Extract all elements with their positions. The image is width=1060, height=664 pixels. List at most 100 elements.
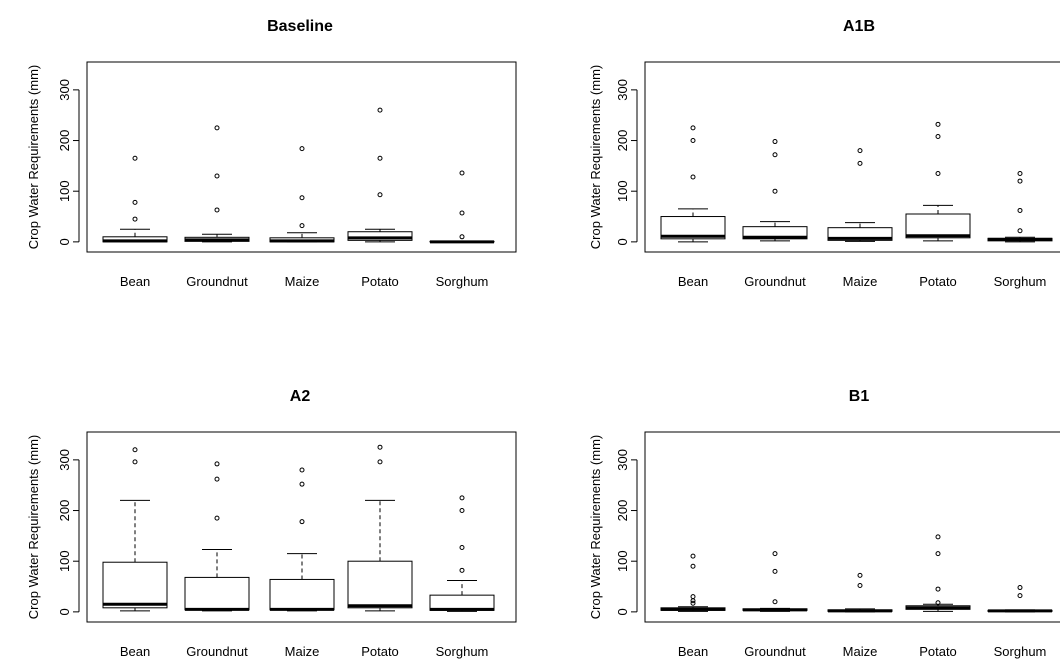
outlier-point [299,519,305,525]
panel-baseline: Baseline Crop Water Requirements (mm) 0 1… [26,18,517,289]
x-tick-label: Potato [919,274,957,289]
x-tick-label: Potato [919,644,957,659]
y-axis-label: Crop Water Requirements (mm) [588,65,603,249]
outlier-point [299,481,305,487]
outlier-point [299,467,305,473]
iqr-box [184,576,250,611]
outlier-point [690,125,696,131]
y-tick-label: 200 [57,500,72,522]
outlier-point [299,146,305,152]
iqr-box [347,231,413,241]
outlier-point [690,598,696,604]
y-tick-label: 300 [57,449,72,471]
outlier-point [935,586,941,592]
x-tick-label: Groundnut [744,274,806,289]
x-tick-label: Bean [120,274,150,289]
outlier-point [132,459,138,465]
iqr-box [347,560,413,609]
outlier-point [214,476,220,482]
outlier-point [690,594,696,600]
y-axis-label: Crop Water Requirements (mm) [26,65,41,249]
outlier-point [459,567,465,573]
outlier-point [690,553,696,559]
y-tick-label: 100 [57,550,72,572]
x-tick-label: Groundnut [744,644,806,659]
panel-a1b: A1B Crop Water Requirements (mm) 0 100 200… [588,18,1060,289]
outlier-point [214,515,220,521]
y-tick-label: 300 [57,79,72,101]
outlier-point [690,138,696,144]
x-tick-label: Groundnut [186,644,248,659]
iqr-box [905,213,971,239]
x-tick-label: Sorghum [436,274,489,289]
outlier-point [857,148,863,154]
x-tick-label: Bean [678,274,708,289]
outlier-point [377,155,383,161]
iqr-box [102,561,168,609]
outlier-point [459,170,465,176]
outlier-point [377,459,383,465]
outlier-point [214,173,220,179]
outlier-point [935,534,941,540]
x-tick-label: Maize [285,644,320,659]
outlier-point [132,155,138,161]
outlier-point [459,234,465,240]
outlier-point [377,192,383,198]
y-tick-label: 300 [615,79,630,101]
outlier-point [299,223,305,229]
outlier-point [935,600,941,606]
iqr-box [742,226,808,240]
outlier-point [214,125,220,131]
x-tick-label: Sorghum [994,274,1047,289]
outlier-point [459,210,465,216]
panel-title: A2 [290,388,311,405]
y-tick-label: 100 [615,550,630,572]
y-tick-label: 0 [615,238,630,245]
x-tick-label: Maize [843,644,878,659]
x-tick-label: Bean [120,644,150,659]
plot-frame [644,431,1060,623]
outlier-point [459,495,465,501]
panel-title: B1 [849,388,870,405]
outlier-point [1017,178,1023,184]
y-axis-label: Crop Water Requirements (mm) [588,435,603,619]
x-tick-label: Bean [678,644,708,659]
x-tick-label: Sorghum [436,644,489,659]
iqr-box [660,216,726,240]
plot-marks: 0 100 200 300 Bean Groundnut Maize Potato Sorghu… [57,444,495,659]
plot-frame [86,61,517,253]
x-tick-label: Potato [361,274,399,289]
outlier-point [935,551,941,557]
plot-marks: 0 100 200 300 Bean Groundnut Maize Potato Sorghu… [615,79,1053,289]
x-tick-label: Maize [285,274,320,289]
y-tick-label: 200 [57,130,72,152]
outlier-point [690,174,696,180]
outlier-point [214,461,220,467]
y-tick-label: 0 [615,608,630,615]
outlier-point [459,545,465,551]
outlier-point [772,551,778,557]
x-tick-label: Potato [361,644,399,659]
outlier-point [935,121,941,127]
outlier-point [377,107,383,113]
outlier-point [935,170,941,176]
outlier-point [459,508,465,514]
y-tick-label: 100 [57,180,72,202]
y-tick-label: 200 [615,500,630,522]
plot-marks: 0 100 200 300 Bean Groundnut Maize Potato Sorghu… [57,79,495,289]
plot-frame [644,61,1060,253]
y-tick-label: 300 [615,449,630,471]
outlier-point [772,599,778,605]
outlier-point [772,188,778,194]
outlier-point [690,563,696,569]
panel-title: Baseline [267,18,333,35]
outlier-point [214,207,220,213]
outlier-point [857,572,863,578]
outlier-point [935,133,941,139]
outlier-point [299,195,305,201]
y-tick-label: 0 [57,238,72,245]
panel-a2: A2 Crop Water Requirements (mm) 0 100 200 3… [26,388,517,659]
plot-marks: 0 100 200 300 Bean Groundnut Maize Potato Sorghu… [615,449,1053,659]
outlier-point [132,199,138,205]
